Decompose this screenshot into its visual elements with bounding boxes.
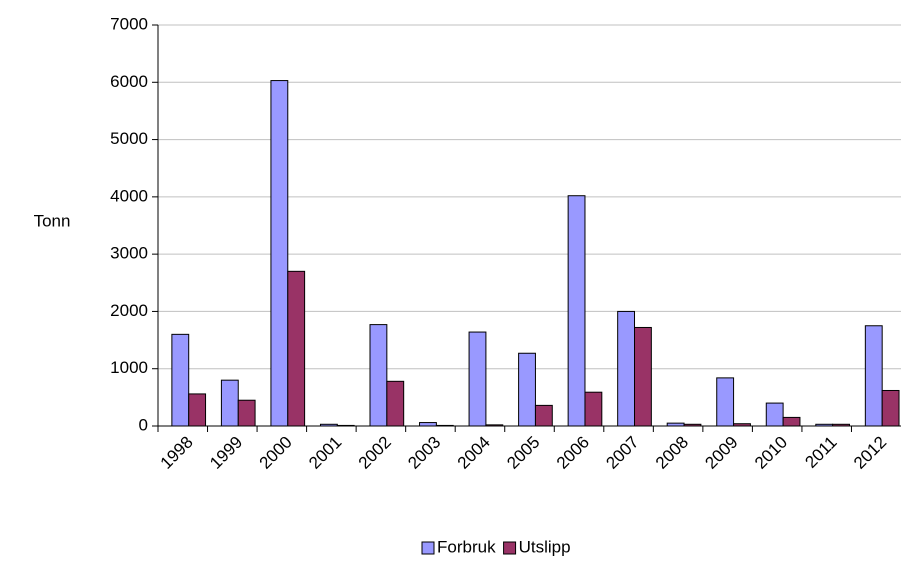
y-tick-label: 4000 xyxy=(110,186,148,205)
x-tick-label: 2001 xyxy=(305,433,345,473)
y-axis-label: Tonn xyxy=(34,211,71,230)
y-tick-label: 5000 xyxy=(110,129,148,148)
legend-label: Utslipp xyxy=(519,537,571,556)
bar xyxy=(386,380,405,427)
x-tick-label: 1998 xyxy=(157,433,197,473)
x-tick-label: 2007 xyxy=(602,433,642,473)
y-tick-label: 6000 xyxy=(110,72,148,91)
bar xyxy=(287,270,306,427)
legend: Forbruk Utslipp xyxy=(421,537,571,556)
y-tick-label: 0 xyxy=(139,415,148,434)
x-tick-label: 2012 xyxy=(850,433,890,473)
x-tick-label: 2000 xyxy=(256,433,296,473)
bar xyxy=(634,326,652,427)
x-tick-label: 2011 xyxy=(801,433,840,472)
bar xyxy=(518,352,536,427)
bar xyxy=(270,80,289,427)
y-tick-label: 3000 xyxy=(110,244,148,263)
x-tick-label: 2010 xyxy=(751,433,791,473)
bar xyxy=(171,333,190,427)
legend-swatch xyxy=(421,541,435,555)
x-tick-label: 2004 xyxy=(454,433,494,473)
bar xyxy=(881,389,900,427)
x-tick-label: 2009 xyxy=(701,433,741,473)
bar xyxy=(765,402,784,427)
bar xyxy=(237,399,256,427)
legend-swatch xyxy=(503,541,517,555)
x-tick-label: 2005 xyxy=(503,433,543,473)
x-tick-label: 2002 xyxy=(355,433,395,473)
x-tick-label: 2003 xyxy=(404,433,444,473)
x-tick-label: 2006 xyxy=(553,433,593,473)
bar xyxy=(220,379,239,427)
bar xyxy=(617,310,636,427)
bar xyxy=(584,391,603,427)
x-tick-label: 1999 xyxy=(206,433,246,473)
bar xyxy=(534,404,553,427)
y-tick-label: 1000 xyxy=(110,358,148,377)
bar xyxy=(188,393,207,427)
bar xyxy=(468,331,487,427)
y-tick-label: 7000 xyxy=(110,14,148,33)
bar xyxy=(419,422,437,427)
bar xyxy=(369,324,388,427)
bar xyxy=(864,325,883,427)
bar xyxy=(716,377,735,427)
bar xyxy=(567,195,586,427)
y-tick-label: 2000 xyxy=(110,301,148,320)
x-tick-label: 2008 xyxy=(652,433,692,473)
legend-label: Forbruk xyxy=(437,537,496,556)
bar xyxy=(782,416,801,427)
